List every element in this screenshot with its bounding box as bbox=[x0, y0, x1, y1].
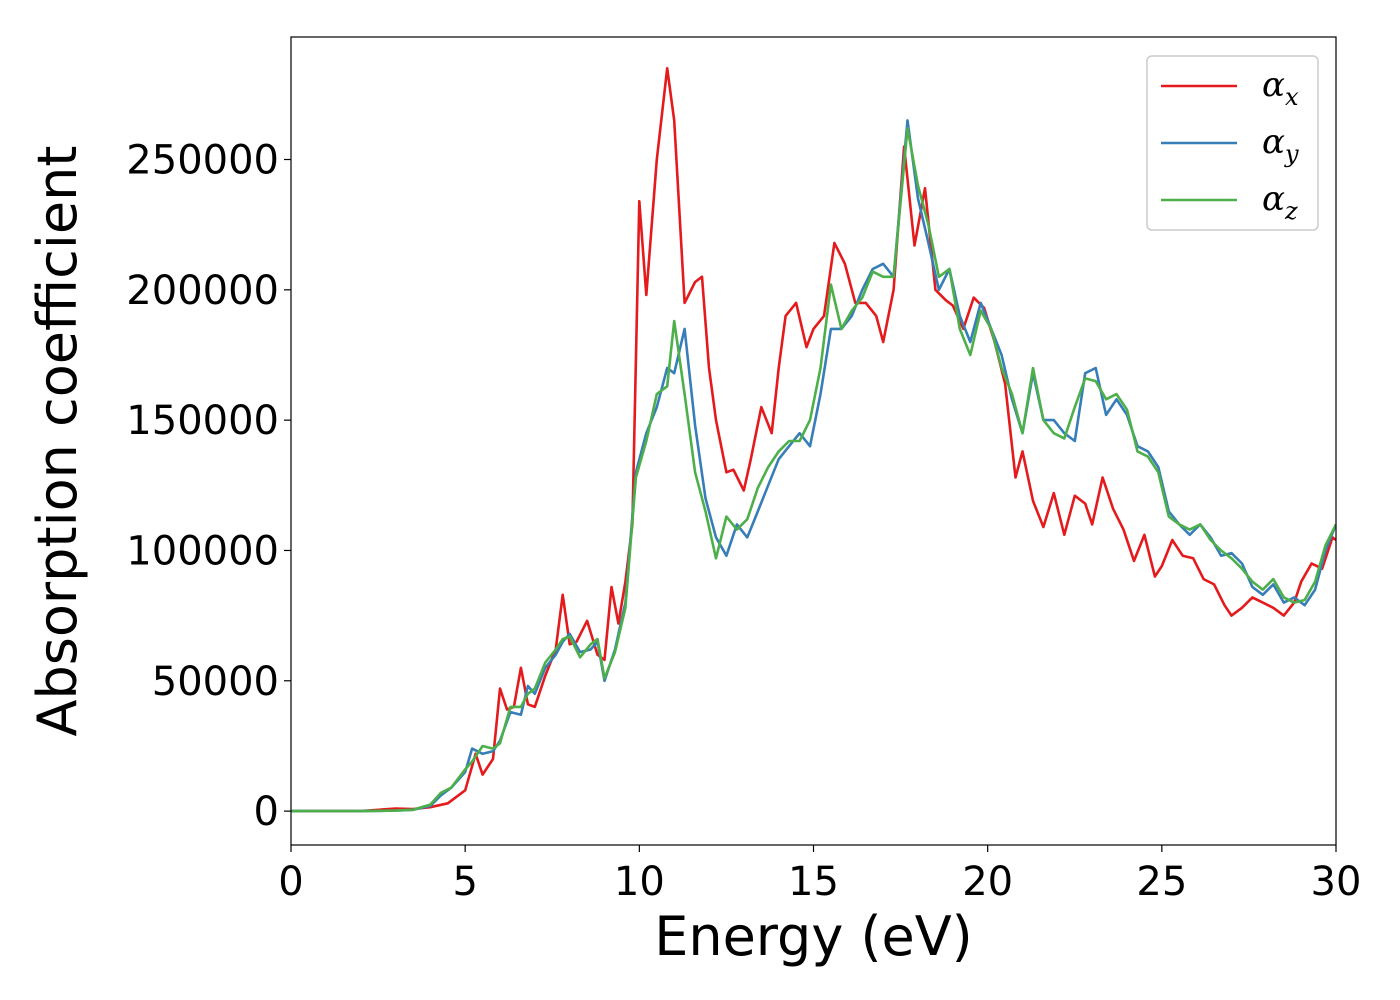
legend-label-x: αx bbox=[1262, 65, 1299, 111]
legend-label-y: αy bbox=[1262, 122, 1299, 168]
y-tick-label: 0 bbox=[254, 789, 279, 835]
x-tick-label: 30 bbox=[1311, 859, 1362, 905]
x-tick-label: 0 bbox=[278, 859, 303, 905]
x-tick-label: 25 bbox=[1136, 859, 1187, 905]
series-line-z bbox=[291, 126, 1336, 813]
plot-frame bbox=[290, 36, 1337, 846]
x-tick-label: 10 bbox=[614, 859, 665, 905]
legend-label-z: αz bbox=[1262, 179, 1298, 225]
legend: αx αy αz bbox=[1146, 55, 1319, 231]
y-axis-label: Absorption coefficient bbox=[26, 146, 89, 737]
y-tick-label: 50000 bbox=[152, 659, 279, 705]
x-tick-label: 20 bbox=[962, 859, 1013, 905]
y-tick-label: 100000 bbox=[126, 528, 279, 574]
x-tick-label: 15 bbox=[788, 859, 839, 905]
y-axis-ticks: 0 50000 100000 150000 200000 250000 bbox=[126, 138, 291, 835]
y-tick-label: 150000 bbox=[126, 398, 279, 444]
x-tick-label: 5 bbox=[452, 859, 477, 905]
y-tick-label: 200000 bbox=[126, 268, 279, 314]
x-axis-label: Energy (eV) bbox=[654, 905, 973, 968]
plot-area bbox=[291, 67, 1336, 813]
x-axis-ticks: 0 5 10 15 20 25 30 bbox=[278, 845, 1361, 905]
series-line-x bbox=[291, 67, 1336, 813]
y-tick-label: 250000 bbox=[126, 138, 279, 184]
